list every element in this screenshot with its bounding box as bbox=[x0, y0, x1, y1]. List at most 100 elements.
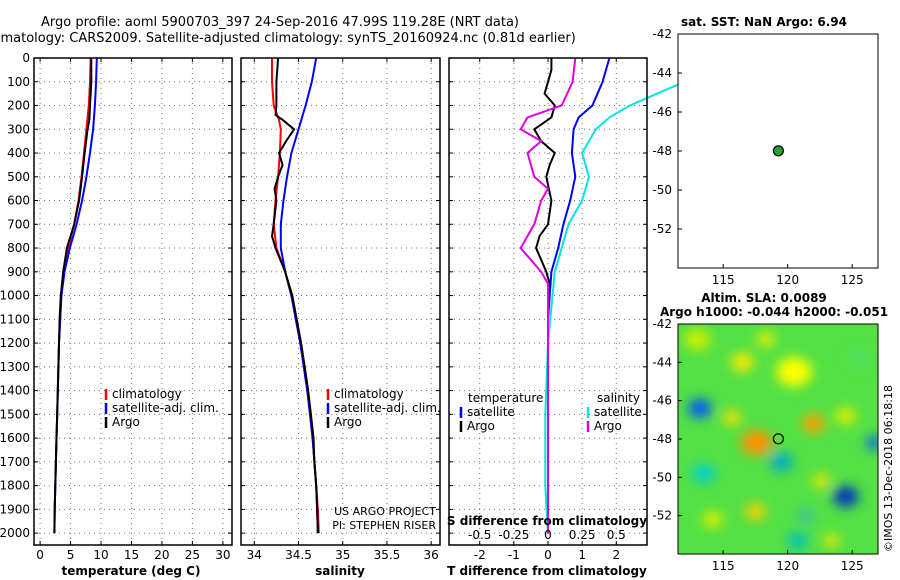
lon-tick-label: 115 bbox=[712, 273, 735, 287]
sla-anomaly-blob bbox=[756, 332, 775, 347]
x-tick-label: 35 bbox=[335, 548, 350, 562]
legend-label: Argo bbox=[112, 415, 140, 429]
sla-map-title-line1: Altim. SLA: 0.0089 bbox=[701, 291, 827, 305]
top-tick-label: -0.5 bbox=[468, 528, 491, 542]
legend-title-temperature: temperature bbox=[468, 391, 543, 405]
depth-tick-label: 800 bbox=[7, 241, 30, 255]
sla-anomaly-blob bbox=[776, 357, 813, 387]
depth-tick-label: 1300 bbox=[0, 360, 30, 374]
lat-tick-label: -52 bbox=[652, 509, 672, 523]
lat-tick-label: -44 bbox=[652, 66, 672, 80]
depth-tick-label: 600 bbox=[7, 194, 30, 208]
sst-map-panel: sat. SST: NaN Argo: 6.94 115 120 125 -52 -50… bbox=[652, 15, 879, 287]
top-tick-label: 0.5 bbox=[607, 528, 626, 542]
depth-tick-label: 0 bbox=[22, 51, 30, 65]
legend-label: satellite bbox=[467, 405, 515, 419]
figure-title-line2: Climatology: CARS2009. Satellite-adjuste… bbox=[0, 31, 576, 46]
depth-tick-label: 900 bbox=[7, 265, 30, 279]
sla-anomaly-blob bbox=[684, 329, 711, 350]
depth-tick-label: 300 bbox=[7, 122, 30, 136]
credit-us-argo: US ARGO PROJECT bbox=[334, 505, 436, 518]
credit-pi: PI: STEPHEN RISER bbox=[332, 519, 436, 532]
argo-float-position bbox=[772, 433, 784, 445]
sla-anomaly-blob bbox=[730, 353, 755, 372]
sla-anomaly-blob bbox=[801, 414, 826, 433]
series-line-s-argo bbox=[519, 57, 577, 534]
temperature-profile-panel: 0 5 10 15 20 25 300100200300400500600700800900… bbox=[0, 51, 233, 578]
top-tick-label: 0.25 bbox=[569, 528, 596, 542]
top-tick-label: -0.25 bbox=[498, 528, 529, 542]
x-tick-label: 0 bbox=[544, 548, 552, 562]
x-tick-label: 30 bbox=[215, 548, 230, 562]
x-tick-label: -1 bbox=[508, 548, 520, 562]
lon-tick-label: 120 bbox=[776, 273, 799, 287]
depth-tick-label: 500 bbox=[7, 170, 30, 184]
lat-tick-label: -46 bbox=[652, 105, 672, 119]
depth-tick-label: 1700 bbox=[0, 455, 30, 469]
sla-anomaly-blob bbox=[823, 534, 840, 547]
x-tick-label: 5 bbox=[67, 548, 75, 562]
depth-tick-label: 1400 bbox=[0, 384, 30, 398]
x-tick-label: 25 bbox=[185, 548, 200, 562]
temperature-x-label: temperature (deg C) bbox=[62, 564, 201, 578]
salinity-x-label: salinity bbox=[315, 564, 365, 578]
figure-title-line1: Argo profile: aoml 5900703_397 24-Sep-20… bbox=[41, 15, 519, 30]
x-tick-label: 2 bbox=[612, 548, 620, 562]
depth-tick-label: 100 bbox=[7, 75, 30, 89]
sla-anomaly-blob bbox=[769, 452, 793, 472]
x-tick-label: 35.5 bbox=[374, 548, 401, 562]
sla-anomaly-blob bbox=[832, 486, 859, 507]
sla-anomaly-blob bbox=[787, 532, 809, 549]
legend-label: satellite-adj. clim. bbox=[334, 401, 441, 415]
series-line-argo bbox=[53, 58, 93, 534]
series-line-t-satellite bbox=[547, 57, 611, 534]
series-line-s-satellite bbox=[544, 58, 686, 534]
legend-label: satellite bbox=[594, 405, 642, 419]
lat-tick-label: -50 bbox=[652, 183, 672, 197]
legend-label: satellite-adj. clim. bbox=[112, 401, 219, 415]
sla-anomaly-blob bbox=[692, 464, 716, 483]
legend-label: Argo bbox=[467, 419, 495, 433]
sla-anomaly-blob bbox=[812, 473, 831, 489]
lon-tick-label: 125 bbox=[841, 559, 864, 573]
sla-anomaly-blob bbox=[688, 399, 712, 418]
top-tick-label: 0 bbox=[544, 528, 552, 542]
legend-label: Argo bbox=[334, 415, 362, 429]
x-tick-label: -2 bbox=[474, 548, 486, 562]
sla-anomaly-blob bbox=[745, 503, 766, 521]
depth-tick-label: 1000 bbox=[0, 289, 30, 303]
x-tick-label: 1 bbox=[578, 548, 586, 562]
lat-tick-label: -42 bbox=[652, 317, 672, 331]
sla-anomaly-blob bbox=[848, 350, 869, 367]
lat-tick-label: -50 bbox=[652, 470, 672, 484]
sla-anomaly-blob bbox=[866, 436, 878, 450]
depth-tick-label: 1500 bbox=[0, 407, 30, 421]
depth-tick-label: 1900 bbox=[0, 502, 30, 516]
sla-anomaly-blob bbox=[741, 430, 773, 456]
x-tick-label: 0 bbox=[36, 548, 44, 562]
lat-tick-label: -48 bbox=[652, 432, 672, 446]
sst-map-title: sat. SST: NaN Argo: 6.94 bbox=[681, 15, 847, 29]
sla-anomaly-blob bbox=[723, 410, 742, 426]
depth-tick-label: 1800 bbox=[0, 479, 30, 493]
legend-label: Argo bbox=[594, 419, 622, 433]
imos-credit: ©IMOS 13-Dec-2018 06:18:18 bbox=[882, 385, 895, 552]
x-tick-label: 20 bbox=[154, 548, 169, 562]
difference-x-label: T difference from climatology bbox=[447, 564, 647, 578]
depth-tick-label: 2000 bbox=[0, 526, 30, 540]
argo-float-position bbox=[772, 145, 784, 157]
difference-profile-panel: -2 -1 0 1 2 -0.5 -0.25 0 0.25 0.5 T difference fr… bbox=[447, 57, 686, 578]
lat-tick-label: -42 bbox=[652, 27, 672, 41]
depth-tick-label: 1100 bbox=[0, 312, 30, 326]
sla-map-title-line2: Argo h1000: -0.044 h2000: -0.051 bbox=[660, 305, 888, 319]
lat-tick-label: -52 bbox=[652, 222, 672, 236]
lon-tick-label: 115 bbox=[712, 559, 735, 573]
series-line-argo bbox=[270, 57, 319, 534]
legend-label: climatology bbox=[112, 387, 182, 401]
x-tick-label: 15 bbox=[124, 548, 139, 562]
depth-tick-label: 1600 bbox=[0, 431, 30, 445]
legend-label: climatology bbox=[334, 387, 404, 401]
sla-anomaly-blob bbox=[796, 508, 815, 523]
depth-tick-label: 700 bbox=[7, 217, 30, 231]
x-tick-label: 34.5 bbox=[285, 548, 312, 562]
